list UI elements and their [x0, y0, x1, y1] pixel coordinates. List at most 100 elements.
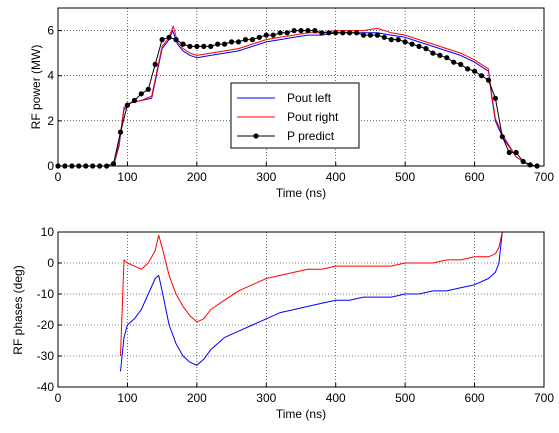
power-series-2-point-65 [506, 149, 512, 156]
power-tick-label-x-700: 700 [534, 170, 554, 184]
power-x-axis-label: Time (ns) [276, 186, 326, 200]
power-series-group [55, 25, 544, 169]
power-series-2-point-29 [256, 34, 262, 40]
power-series-2-point-45 [367, 32, 373, 38]
phase-y-axis-label: RF phases (deg) [11, 265, 25, 354]
legend-label-p-predict: P predict [287, 129, 335, 143]
power-series-2-point-26 [235, 39, 242, 45]
power-series-2-point-25 [229, 39, 235, 45]
power-series-2-point-68 [527, 162, 533, 168]
power-series-2-point-66 [513, 149, 519, 156]
power-series-2-point-38 [319, 30, 325, 36]
power-series-2-point-21 [201, 43, 207, 50]
power-series-2-point-31 [270, 32, 276, 38]
power-series-1-line [58, 25, 544, 167]
phase-tick-label-x-300: 300 [256, 391, 276, 405]
power-series-2-point-18 [180, 41, 186, 47]
phase-gridlines [58, 232, 544, 387]
phase-series-1-line [120, 231, 503, 357]
power-series-2-point-40 [333, 30, 339, 36]
power-ticks: 0 100 200 300 400 500 600 700 0 2 4 6 [47, 24, 554, 184]
power-series-2-point-34 [291, 28, 297, 34]
phase-tick-label-y--10: -10 [37, 287, 55, 301]
power-series-2-point-11 [131, 97, 137, 104]
power-series-2-point-41 [340, 30, 346, 36]
power-series-2-point-67 [520, 158, 526, 165]
power-tick-label-x-300: 300 [256, 170, 276, 184]
power-tick-label-y-2: 2 [47, 114, 54, 128]
power-tick-label-y-0: 0 [47, 159, 54, 173]
power-series-2-point-30 [263, 32, 269, 38]
power-tick-label-y-6: 6 [47, 24, 54, 38]
power-series-2-point-60 [472, 68, 478, 74]
power-series-2-point-24 [222, 41, 228, 47]
phase-tick-label-y-0: 0 [47, 256, 54, 270]
phase-chart: 0 100 200 300 400 500 600 700 -40 -30 -20 -10 0 10 Ti… [11, 225, 554, 421]
phase-tick-label-x-100: 100 [117, 391, 137, 405]
power-tick-label-x-0: 0 [55, 170, 62, 184]
legend-marker-p-predict [253, 133, 259, 139]
phase-plot-area [58, 232, 544, 387]
power-series-2-point-56 [444, 55, 450, 61]
phase-tick-label-y-10: 10 [41, 225, 55, 239]
phase-tick-label-x-500: 500 [395, 391, 415, 405]
phase-tick-label-x-0: 0 [55, 391, 62, 405]
power-series-2-point-35 [298, 28, 304, 34]
power-tick-label-x-600: 600 [465, 170, 485, 184]
power-series-2-point-13 [145, 86, 151, 92]
phase-tick-label-y--20: -20 [37, 318, 55, 332]
power-series-2-point-12 [138, 91, 144, 97]
power-series-2-point-20 [194, 43, 200, 50]
power-series-2-point-36 [305, 28, 311, 34]
phase-plot-frame [57, 231, 545, 388]
power-series-2-point-33 [284, 30, 290, 36]
phase-x-axis-label: Time (ns) [276, 407, 326, 421]
power-series-2-point-16 [166, 34, 172, 40]
phase-series-group [120, 231, 503, 372]
power-plot-frame [57, 7, 545, 167]
power-series-2-point-63 [492, 95, 498, 101]
power-series-2-point-61 [478, 73, 485, 79]
legend: Pout left Pout right P predict [230, 82, 360, 149]
phase-ticks: 0 100 200 300 400 500 600 700 -40 -30 -20 -10 0 10 [37, 225, 555, 405]
power-tick-label-y-4: 4 [47, 69, 54, 83]
power-series-2-point-28 [249, 37, 255, 43]
power-tick-label-x-500: 500 [395, 170, 415, 184]
phase-tick-label-y--30: -30 [37, 349, 55, 363]
power-series-2-point-8 [110, 161, 117, 167]
power-series-2-point-19 [187, 43, 193, 50]
phase-tick-label-y--40: -40 [37, 380, 55, 394]
power-series-2-point-10 [124, 102, 130, 108]
power-series-2-point-23 [215, 41, 221, 47]
power-series-2-point-9 [117, 129, 124, 135]
power-series-2-point-14 [152, 61, 158, 67]
power-series-2-point-15 [159, 37, 165, 43]
legend-box [230, 82, 360, 149]
power-series-2-point-49 [395, 37, 401, 43]
power-series-2-point-27 [242, 37, 249, 43]
power-series-2-point-22 [208, 43, 214, 50]
phase-series-0-line [120, 231, 503, 372]
power-series-2-point-64 [499, 134, 505, 140]
phase-tick-label-x-200: 200 [187, 391, 207, 405]
power-series-2-point-53 [423, 46, 429, 52]
power-series-2-point-52 [416, 43, 422, 50]
power-series-2-point-57 [451, 59, 457, 65]
power-series-2-point-55 [437, 52, 443, 59]
power-series-2-point-48 [388, 37, 394, 43]
power-series-2-point-39 [326, 30, 332, 36]
power-series-2-point-44 [360, 32, 367, 38]
power-series-2-point-51 [409, 41, 415, 47]
phase-tick-label-x-700: 700 [534, 391, 554, 405]
power-series-2-line [58, 30, 538, 167]
power-tick-label-x-200: 200 [187, 170, 207, 184]
legend-label-pout-left: Pout left [287, 91, 332, 105]
power-series-2-point-37 [312, 28, 318, 34]
power-series-2-point-47 [381, 34, 387, 40]
power-y-axis-label: RF power (MW) [29, 45, 43, 130]
power-series-2-point-50 [402, 39, 408, 45]
power-tick-label-x-100: 100 [117, 170, 137, 184]
power-series-2-point-32 [277, 30, 283, 36]
power-series-2-point-54 [430, 50, 436, 56]
